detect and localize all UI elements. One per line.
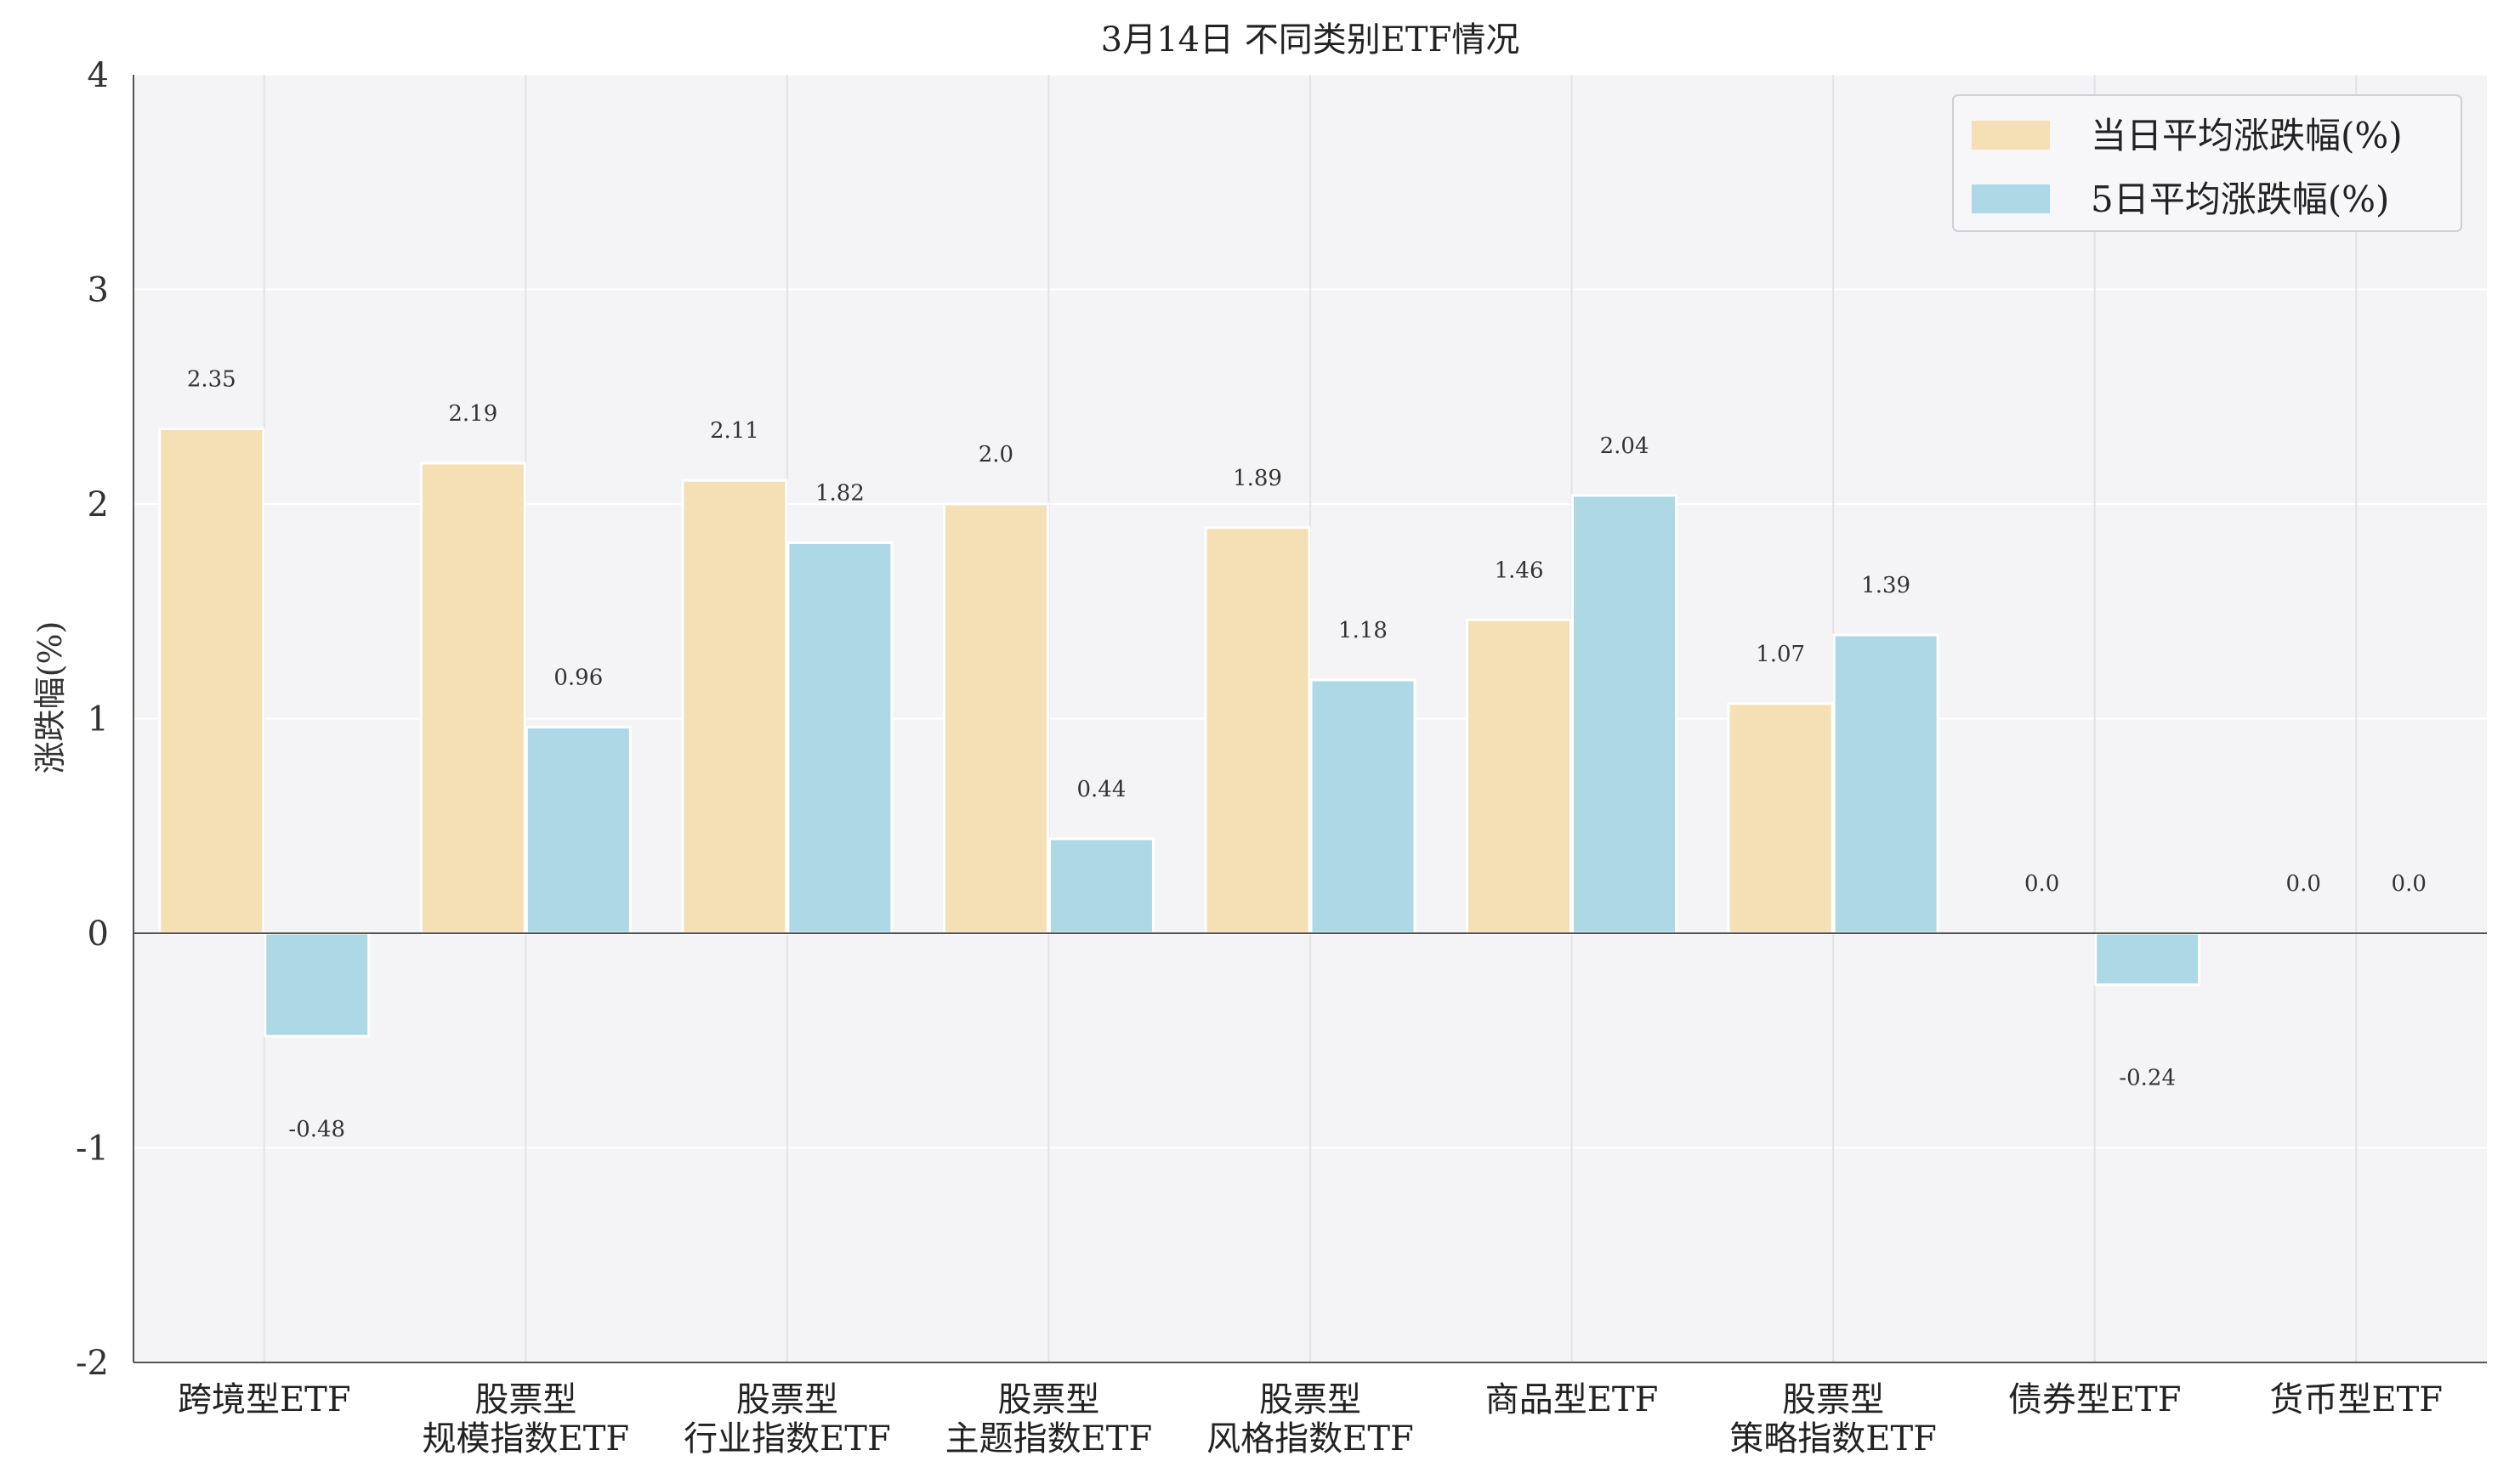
bar-5day xyxy=(2094,932,2201,987)
y-tick-labels: -2 -1 0 1 2 3 4 xyxy=(76,56,109,1383)
data-label: 2.35 xyxy=(187,367,236,393)
bar-daily xyxy=(158,428,265,935)
y-tick-label: 3 xyxy=(88,271,109,310)
y-tick-label: 4 xyxy=(88,56,109,95)
bar-daily xyxy=(1727,702,1834,935)
data-label: 2.0 xyxy=(979,442,1013,467)
x-tick-label: 商品型ETF xyxy=(1485,1380,1659,1419)
y-tick-label: -1 xyxy=(76,1130,109,1169)
bar-5day xyxy=(1571,494,1678,935)
data-label: 1.18 xyxy=(1338,618,1388,643)
data-label: 1.39 xyxy=(1861,573,1910,598)
bar-5day xyxy=(1309,678,1416,935)
data-label: 0.44 xyxy=(1076,777,1126,802)
x-tick-label: 货币型ETF xyxy=(2269,1380,2443,1419)
legend: 当日平均涨跌幅(%) 5日平均涨跌幅(%) xyxy=(1952,94,2462,232)
bars-group xyxy=(158,428,2201,1038)
legend-label: 5日平均涨跌幅(%) xyxy=(2091,178,2389,220)
x-tick-label: 股票型 xyxy=(997,1380,1099,1419)
x-tick-label: 主题指数ETF xyxy=(945,1419,1153,1459)
legend-swatch xyxy=(1972,184,2050,213)
bar-5day xyxy=(264,932,371,1038)
x-tick-label: 跨境型ETF xyxy=(178,1380,351,1419)
legend-label: 当日平均涨跌幅(%) xyxy=(2091,115,2403,156)
chart-title: 3月14日 不同类别ETF情况 xyxy=(1101,20,1520,59)
axes-group xyxy=(133,75,2487,1363)
x-tick-label: 风格指数ETF xyxy=(1206,1419,1414,1459)
data-labels-group: 2.35 2.19 2.11 2.0 1.89 1.46 1.07 0.0 0.0 -0.48 0.… xyxy=(187,367,2427,1143)
bar-daily xyxy=(942,502,1049,935)
y-tick-label: 0 xyxy=(88,915,109,954)
bar-5day xyxy=(786,541,894,935)
bar-daily xyxy=(1466,618,1573,935)
data-label: 1.46 xyxy=(1495,558,1544,583)
bar-daily xyxy=(1204,526,1311,935)
bar-5day xyxy=(525,726,632,935)
bar-5day xyxy=(1047,837,1155,935)
x-tick-label: 策略指数ETF xyxy=(1729,1419,1937,1459)
bar-daily xyxy=(681,479,788,935)
x-tick-label: 股票型 xyxy=(474,1380,576,1419)
data-label: 0.96 xyxy=(553,666,603,691)
x-tick-label: 规模指数ETF xyxy=(423,1419,630,1459)
bar-daily xyxy=(419,462,526,935)
x-tick-labels: 跨境型ETF 股票型规模指数ETF股票型行业指数ETF股票型主题指数ETF股票型风… xyxy=(178,1380,2443,1459)
data-label: 0.0 xyxy=(2286,871,2321,897)
x-tick-label: 股票型 xyxy=(1782,1380,1884,1419)
data-label: 2.11 xyxy=(710,418,759,444)
legend-box xyxy=(1952,94,2462,232)
y-tick-label: 1 xyxy=(88,700,109,739)
data-label: 0.0 xyxy=(2024,871,2059,897)
data-label: -0.48 xyxy=(288,1117,345,1142)
y-tick-label: 2 xyxy=(88,485,109,524)
data-label: 1.89 xyxy=(1233,466,1282,491)
data-label: -0.24 xyxy=(2119,1066,2176,1091)
x-tick-label: 股票型 xyxy=(1259,1380,1361,1419)
bar-5day xyxy=(1832,633,1939,935)
data-label: 2.19 xyxy=(448,401,497,427)
data-label: 1.07 xyxy=(1756,642,1805,667)
x-tick-label: 行业指数ETF xyxy=(684,1419,891,1459)
y-tick-label: -2 xyxy=(76,1344,109,1383)
data-label: 2.04 xyxy=(1600,433,1649,459)
y-axis-label: 涨跌幅(%) xyxy=(31,621,69,774)
legend-swatch xyxy=(1972,121,2050,150)
data-label: 0.0 xyxy=(2392,871,2427,897)
x-tick-label: 股票型 xyxy=(736,1380,838,1419)
data-label: 1.82 xyxy=(815,480,865,506)
x-tick-label: 债券型ETF xyxy=(2008,1380,2182,1419)
